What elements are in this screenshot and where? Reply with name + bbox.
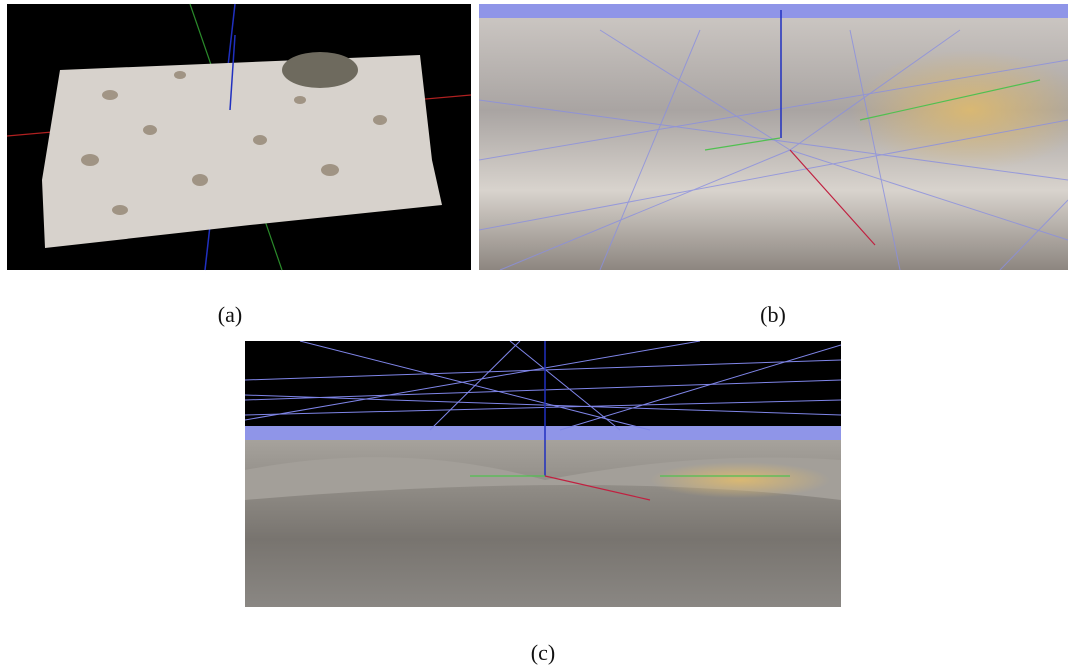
panel-caption: (b) — [760, 302, 786, 328]
panel-a-image — [7, 4, 471, 270]
figure: (a) (b) (c) (() => { const data = JSON.p… — [0, 0, 1070, 666]
panel-c-image — [245, 341, 841, 607]
panel-caption: (a) — [218, 302, 242, 328]
panel-b-image — [479, 4, 1070, 270]
panel-caption: (c) — [531, 640, 555, 666]
figure-images — [0, 0, 1070, 666]
